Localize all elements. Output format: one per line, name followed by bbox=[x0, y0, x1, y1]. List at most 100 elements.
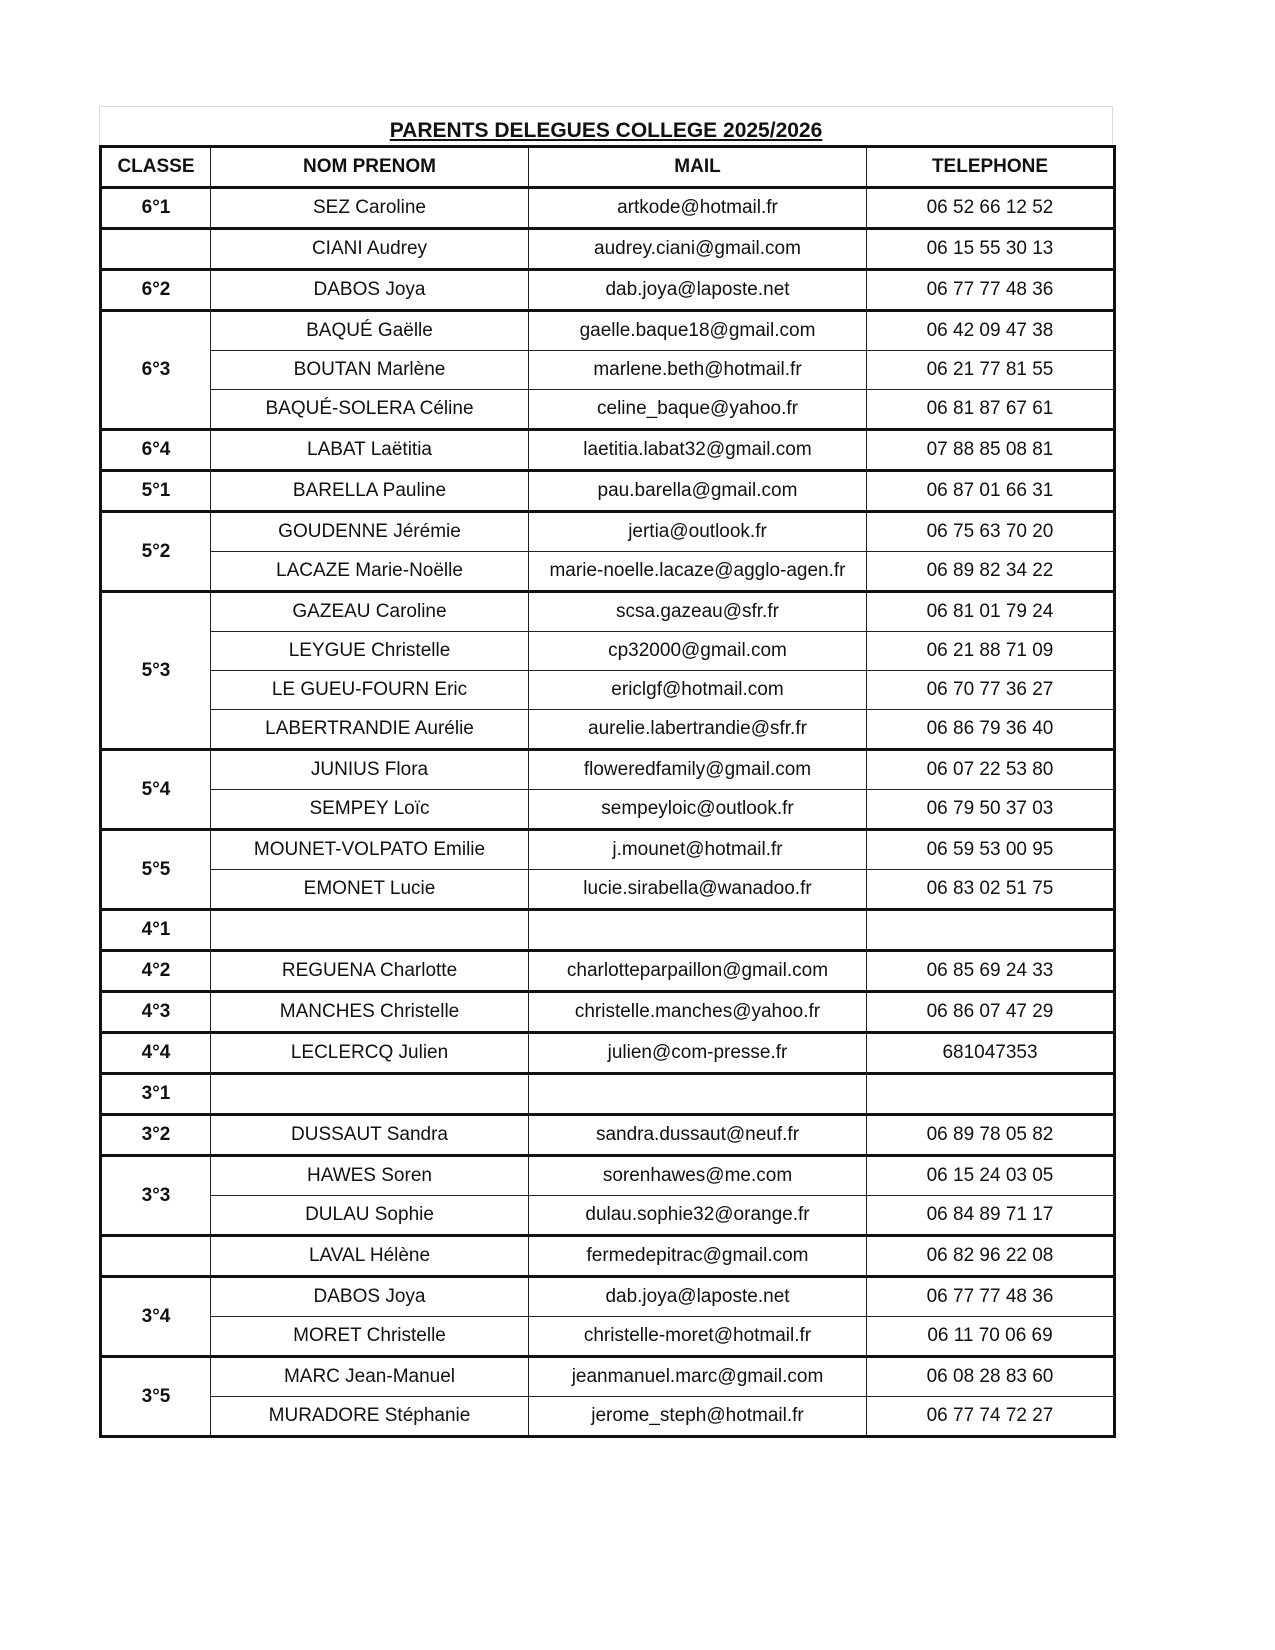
name-cell: EMONET Lucie bbox=[210, 869, 529, 910]
name-cell: BAQUÉ-SOLERA Céline bbox=[210, 389, 529, 430]
table-row: SEMPEY Loïc sempeyloic@outlook.fr 06 79 50… bbox=[101, 789, 1115, 830]
phone-cell: 06 81 01 79 24 bbox=[866, 590, 1115, 632]
phone-cell: 06 21 88 71 09 bbox=[866, 631, 1115, 671]
phone-cell: 06 86 79 36 40 bbox=[866, 709, 1115, 750]
class-cell: 3°2 bbox=[100, 1113, 211, 1156]
header-mail: MAIL bbox=[528, 145, 867, 189]
mail-cell: cp32000@gmail.com bbox=[528, 631, 867, 671]
table-row: DULAU Sophie dulau.sophie32@orange.fr 06 8… bbox=[101, 1195, 1115, 1236]
title-row: PARENTS DELEGUES COLLEGE 2025/2026 bbox=[99, 106, 1113, 145]
class-cell: 5°5 bbox=[100, 828, 211, 910]
phone-cell: 06 77 74 72 27 bbox=[866, 1396, 1115, 1437]
table-row: 4°2 REGUENA Charlotte charlotteparpaillon@… bbox=[100, 949, 1115, 992]
class-cell: 6°4 bbox=[100, 428, 211, 471]
table-row: 3°1 bbox=[100, 1072, 1115, 1115]
table-row: MORET Christelle christelle-moret@hotmail… bbox=[101, 1316, 1115, 1357]
table-row: 5°1 BARELLA Pauline pau.barella@gmail.com 0… bbox=[100, 469, 1115, 512]
class-cell: 5°4 bbox=[100, 748, 211, 830]
mail-cell: christelle-moret@hotmail.fr bbox=[528, 1316, 867, 1357]
name-cell: LEYGUE Christelle bbox=[210, 631, 529, 671]
name-cell: DULAU Sophie bbox=[210, 1195, 529, 1236]
class-cell: 3°5 bbox=[100, 1355, 211, 1437]
phone-cell: 06 81 87 67 61 bbox=[866, 389, 1115, 430]
table-row: 6°2 DABOS Joya dab.joya@laposte.net 06 77 7… bbox=[100, 268, 1115, 311]
table-row: 3°4 DABOS Joya dab.joya@laposte.net 06 77 7… bbox=[100, 1275, 1115, 1357]
mail-cell: j.mounet@hotmail.fr bbox=[528, 828, 867, 870]
name-cell: LAVAL Hélène bbox=[210, 1234, 529, 1277]
mail-cell: sempeyloic@outlook.fr bbox=[528, 789, 867, 830]
class-cell: 3°4 bbox=[100, 1275, 211, 1357]
phone-cell bbox=[866, 908, 1115, 951]
table-row: CIANI Audrey audrey.ciani@gmail.com 06 15 … bbox=[100, 227, 1115, 270]
name-cell: GOUDENNE Jérémie bbox=[210, 510, 529, 552]
name-cell: LACAZE Marie-Noëlle bbox=[210, 551, 529, 592]
table-row: LEYGUE Christelle cp32000@gmail.com 06 21 … bbox=[101, 631, 1115, 671]
class-cell bbox=[100, 1234, 211, 1277]
class-cell: 6°1 bbox=[100, 186, 211, 229]
class-cell: 5°2 bbox=[100, 510, 211, 592]
table-body: 6°1 SEZ Caroline artkode@hotmail.fr 06 52 6… bbox=[100, 186, 1115, 1437]
table-row: LABERTRANDIE Aurélie aurelie.labertrandie… bbox=[101, 709, 1115, 750]
phone-cell: 07 88 85 08 81 bbox=[866, 428, 1115, 471]
phone-cell: 06 86 07 47 29 bbox=[866, 990, 1115, 1033]
name-cell: GAZEAU Caroline bbox=[210, 590, 529, 632]
mail-cell: aurelie.labertrandie@sfr.fr bbox=[528, 709, 867, 750]
mail-cell: dab.joya@laposte.net bbox=[528, 268, 867, 311]
phone-cell: 06 82 96 22 08 bbox=[866, 1234, 1115, 1277]
table-row: 6°3 BAQUÉ Gaëlle gaelle.baque18@gmail.com 0… bbox=[100, 309, 1115, 430]
mail-cell: dab.joya@laposte.net bbox=[528, 1275, 867, 1317]
mail-cell: dulau.sophie32@orange.fr bbox=[528, 1195, 867, 1236]
mail-cell: jertia@outlook.fr bbox=[528, 510, 867, 552]
name-cell: MANCHES Christelle bbox=[210, 990, 529, 1033]
phone-cell: 06 08 28 83 60 bbox=[866, 1355, 1115, 1397]
table-row: 3°2 DUSSAUT Sandra sandra.dussaut@neuf.fr 0… bbox=[100, 1113, 1115, 1156]
table-row: 3°3 HAWES Soren sorenhawes@me.com 06 15 24 … bbox=[100, 1154, 1115, 1236]
class-cell: 4°3 bbox=[100, 990, 211, 1033]
phone-cell: 06 70 77 36 27 bbox=[866, 670, 1115, 710]
phone-cell: 06 89 82 34 22 bbox=[866, 551, 1115, 592]
phone-cell bbox=[866, 1072, 1115, 1115]
header-nom-prenom: NOM PRENOM bbox=[210, 145, 529, 189]
phone-cell: 06 42 09 47 38 bbox=[866, 309, 1115, 351]
class-cell: 6°3 bbox=[100, 309, 211, 430]
phone-cell: 06 21 77 81 55 bbox=[866, 350, 1115, 390]
mail-cell: jeanmanuel.marc@gmail.com bbox=[528, 1355, 867, 1397]
table-row: 4°1 bbox=[100, 908, 1115, 951]
class-cell: 4°4 bbox=[100, 1031, 211, 1074]
class-cell: 5°1 bbox=[100, 469, 211, 512]
document-sheet: PARENTS DELEGUES COLLEGE 2025/2026 CLASS… bbox=[99, 106, 1116, 1438]
table-row: 6°4 LABAT Laëtitia laetitia.labat32@gmail.… bbox=[100, 428, 1115, 471]
name-cell: REGUENA Charlotte bbox=[210, 949, 529, 992]
mail-cell: laetitia.labat32@gmail.com bbox=[528, 428, 867, 471]
phone-cell: 06 75 63 70 20 bbox=[866, 510, 1115, 552]
name-cell: DUSSAUT Sandra bbox=[210, 1113, 529, 1156]
mail-cell: audrey.ciani@gmail.com bbox=[528, 227, 867, 270]
phone-cell: 06 52 66 12 52 bbox=[866, 186, 1115, 229]
header-row: CLASSE NOM PRENOM MAIL TELEPHONE bbox=[100, 145, 1115, 189]
class-cell: 5°3 bbox=[100, 590, 211, 750]
name-cell: MOUNET-VOLPATO Emilie bbox=[210, 828, 529, 870]
table-row: 3°5 MARC Jean-Manuel jeanmanuel.marc@gmail… bbox=[100, 1355, 1115, 1437]
name-cell: DABOS Joya bbox=[210, 1275, 529, 1317]
table-row: LAVAL Hélène fermedepitrac@gmail.com 06 82… bbox=[100, 1234, 1115, 1277]
name-cell: BARELLA Pauline bbox=[210, 469, 529, 512]
table-row: BOUTAN Marlène marlene.beth@hotmail.fr 06 … bbox=[101, 350, 1115, 390]
mail-cell: charlotteparpaillon@gmail.com bbox=[528, 949, 867, 992]
mail-cell: sorenhawes@me.com bbox=[528, 1154, 867, 1196]
table-row: 5°2 GOUDENNE Jérémie jertia@outlook.fr 06 7… bbox=[100, 510, 1115, 592]
mail-cell bbox=[528, 1072, 867, 1115]
name-cell: DABOS Joya bbox=[210, 268, 529, 311]
name-cell: LABAT Laëtitia bbox=[210, 428, 529, 471]
name-cell: LECLERCQ Julien bbox=[210, 1031, 529, 1074]
phone-cell: 06 83 02 51 75 bbox=[866, 869, 1115, 910]
mail-cell: floweredfamily@gmail.com bbox=[528, 748, 867, 790]
mail-cell: pau.barella@gmail.com bbox=[528, 469, 867, 512]
mail-cell: sandra.dussaut@neuf.fr bbox=[528, 1113, 867, 1156]
class-cell: 4°1 bbox=[100, 908, 211, 951]
header-classe: CLASSE bbox=[100, 145, 211, 189]
phone-cell: 06 89 78 05 82 bbox=[866, 1113, 1115, 1156]
class-cell: 3°3 bbox=[100, 1154, 211, 1236]
delegates-table: CLASSE NOM PRENOM MAIL TELEPHONE 6°1 SEZ … bbox=[99, 145, 1116, 1438]
class-cell: 6°2 bbox=[100, 268, 211, 311]
phone-cell: 06 15 55 30 13 bbox=[866, 227, 1115, 270]
